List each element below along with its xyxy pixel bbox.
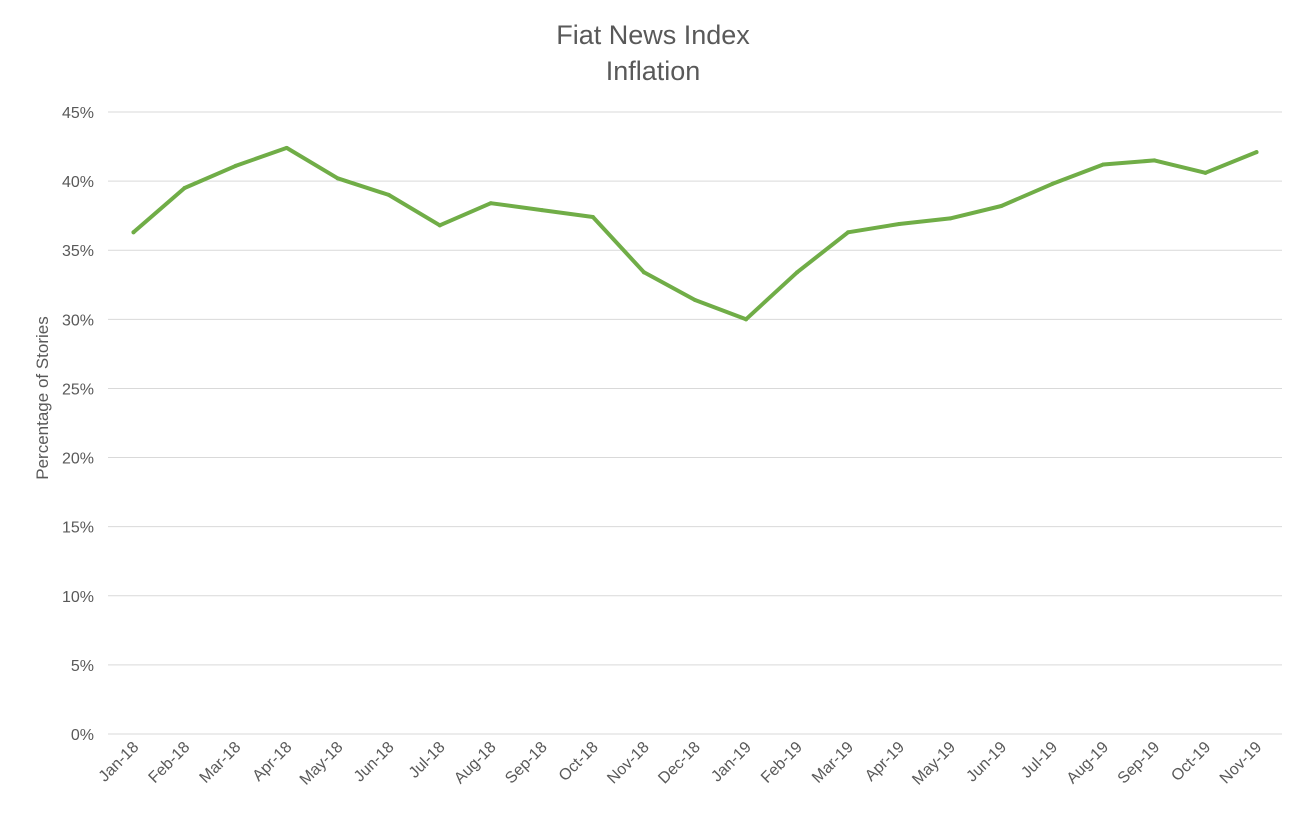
data-point bbox=[1101, 162, 1106, 167]
x-tick-label: Nov-19 bbox=[1217, 739, 1266, 788]
series-line bbox=[131, 145, 1259, 322]
x-tick-label: Jan-18 bbox=[96, 739, 143, 786]
data-point bbox=[539, 208, 544, 213]
x-tick-label: Mar-19 bbox=[809, 739, 857, 787]
x-tick-label: Jan-19 bbox=[708, 739, 755, 786]
y-tick-label: 0% bbox=[71, 727, 94, 744]
data-point bbox=[284, 145, 289, 150]
chart-title: Fiat News Index bbox=[556, 20, 750, 50]
y-tick-label: 45% bbox=[62, 105, 94, 122]
y-tick-label: 35% bbox=[62, 243, 94, 260]
data-point bbox=[131, 230, 136, 235]
x-tick-label: Jul-18 bbox=[406, 739, 449, 782]
x-tick-label: Feb-19 bbox=[758, 739, 806, 787]
data-point bbox=[795, 270, 800, 275]
x-tick-label: Feb-18 bbox=[146, 739, 194, 787]
data-point bbox=[1050, 181, 1055, 186]
y-tick-label: 10% bbox=[62, 589, 94, 606]
data-point bbox=[1203, 170, 1208, 175]
x-tick-label: Apr-19 bbox=[862, 739, 908, 785]
data-point bbox=[641, 270, 646, 275]
data-point bbox=[897, 221, 902, 226]
gridlines bbox=[108, 111, 1282, 735]
data-point bbox=[182, 186, 187, 191]
x-tick-label: Aug-18 bbox=[451, 739, 500, 788]
series-layer bbox=[131, 145, 1259, 322]
y-tick-label: 15% bbox=[62, 520, 94, 537]
x-tick-label: Jun-18 bbox=[351, 739, 398, 786]
data-point bbox=[999, 203, 1004, 208]
data-point bbox=[693, 297, 697, 302]
data-point bbox=[488, 201, 493, 206]
y-axis-ticks: 0% 5% 10% 15% 20% 25% 30% 35% 40% 45% bbox=[62, 105, 94, 744]
chart-subtitle: Inflation bbox=[606, 56, 701, 86]
y-tick-label: 40% bbox=[62, 174, 94, 191]
x-tick-label: Aug-19 bbox=[1064, 739, 1113, 788]
data-point bbox=[437, 223, 442, 228]
data-point bbox=[846, 230, 851, 235]
data-point bbox=[948, 216, 953, 221]
y-axis-title: Percentage of Stories bbox=[33, 316, 52, 479]
y-tick-label: 25% bbox=[62, 381, 94, 398]
data-point bbox=[335, 176, 340, 181]
y-tick-label: 20% bbox=[62, 451, 94, 468]
x-tick-label: Jun-19 bbox=[963, 739, 1010, 786]
x-axis-ticks: Jan-18 Feb-18 Mar-18 Apr-18 May-18 Jun-18 Jul-… bbox=[96, 739, 1266, 789]
x-tick-label: Oct-19 bbox=[1168, 739, 1214, 785]
data-point bbox=[1254, 150, 1259, 155]
data-point bbox=[386, 192, 391, 197]
x-tick-label: Oct-18 bbox=[556, 739, 602, 785]
y-tick-label: 30% bbox=[62, 312, 94, 329]
x-tick-label: Sep-18 bbox=[502, 739, 551, 788]
x-tick-label: Apr-18 bbox=[249, 739, 295, 785]
data-point bbox=[233, 163, 238, 168]
y-tick-label: 5% bbox=[71, 658, 94, 675]
x-tick-label: Jul-19 bbox=[1018, 739, 1061, 782]
data-point bbox=[744, 317, 749, 322]
x-tick-label: May-18 bbox=[297, 739, 347, 789]
data-point bbox=[590, 215, 595, 220]
data-point bbox=[1152, 158, 1157, 163]
x-tick-label: Mar-18 bbox=[197, 739, 245, 787]
x-tick-label: Nov-18 bbox=[604, 739, 653, 788]
x-tick-label: Dec-18 bbox=[655, 739, 704, 788]
x-tick-label: Sep-19 bbox=[1115, 739, 1164, 788]
x-tick-label: May-19 bbox=[909, 739, 959, 789]
